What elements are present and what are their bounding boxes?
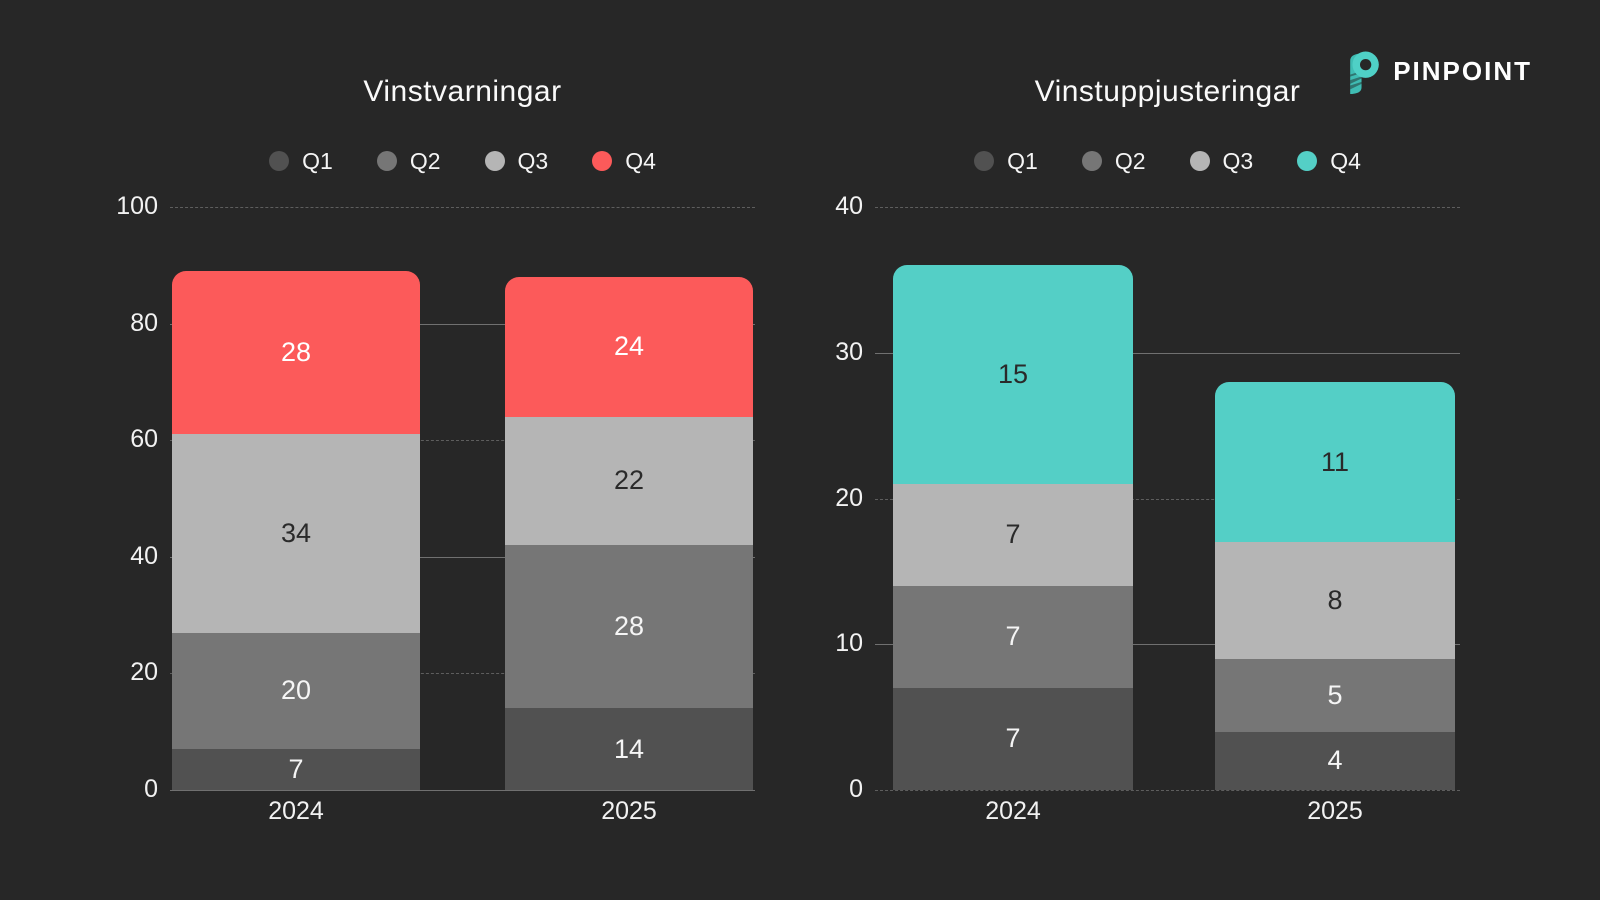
legend-dot (269, 151, 290, 171)
legend-item-q4: Q4 (592, 148, 656, 175)
segment-value-label: 24 (613, 331, 645, 362)
segment-value-label: 5 (1327, 679, 1343, 710)
segment-value-label: 15 (997, 359, 1029, 390)
bar-segment-q1: 7 (172, 749, 420, 790)
legend-dot (484, 151, 505, 171)
legend-dot (974, 151, 995, 171)
legend-item-q1: Q1 (974, 148, 1038, 175)
y-axis-tick: 20 (835, 483, 863, 512)
legend-item-q3: Q3 (1189, 147, 1254, 175)
legend-label: Q1 (302, 147, 333, 174)
bar-segment-q4: 15 (893, 265, 1133, 484)
legend-dot (376, 151, 397, 171)
gridline (875, 644, 1460, 646)
legend-item-q3: Q3 (484, 147, 549, 175)
segment-value-label: 7 (1005, 723, 1021, 754)
gridline (170, 790, 755, 791)
x-axis-label: 2024 (268, 797, 324, 825)
y-axis-tick: 40 (130, 541, 158, 570)
y-axis-tick: 20 (130, 658, 158, 687)
legend-item-q4: Q4 (1297, 148, 1361, 175)
stacked-bar-2024: 28 34 20 7 (172, 271, 420, 790)
legend-dot (1297, 151, 1318, 171)
legend-label: Q2 (409, 147, 441, 174)
legend-item-q2: Q2 (376, 147, 441, 175)
bar-segment-q2: 7 (893, 585, 1133, 688)
segment-value-label: 34 (280, 517, 312, 548)
bar-segment-q3: 34 (172, 434, 420, 633)
gridline (170, 440, 755, 442)
legend-dot (1081, 151, 1102, 171)
bar-segment-q4: 28 (172, 271, 420, 435)
segment-value-label: 7 (1005, 519, 1021, 550)
segment-value-label: 8 (1327, 585, 1343, 615)
legend-item-q1: Q1 (269, 148, 333, 175)
legend-item-q2: Q2 (1081, 147, 1146, 175)
segment-value-label: 20 (280, 675, 312, 706)
x-axis-label: 2025 (601, 797, 657, 825)
gridline (875, 352, 1460, 354)
gridline (170, 323, 755, 325)
legend-label: Q3 (517, 147, 549, 174)
y-axis-tick: 80 (130, 308, 158, 337)
gridline (875, 207, 1460, 208)
gridline (170, 207, 755, 208)
segment-value-label: 7 (288, 754, 304, 785)
stacked-bar-2025: 24 22 28 14 (505, 276, 753, 790)
bar-segment-q2: 5 (1215, 658, 1455, 732)
gridline (875, 498, 1460, 500)
chart-title: Vinstvarningar (363, 75, 562, 108)
chart-legend: Q1 Q2 Q3 Q4 (170, 147, 755, 175)
bar-segment-q1: 14 (505, 708, 753, 790)
gridline (170, 673, 755, 675)
segment-value-label: 28 (280, 337, 312, 368)
bar-segment-q3: 7 (893, 483, 1133, 586)
x-axis-label: 2024 (985, 797, 1041, 825)
segment-value-label: 22 (613, 465, 645, 496)
legend-label: Q1 (1007, 147, 1038, 174)
gridline (170, 556, 755, 558)
bar-segment-q3: 8 (1215, 542, 1455, 659)
legend-label: Q4 (625, 147, 656, 174)
legend-dot (1189, 151, 1210, 171)
legend-label: Q4 (1330, 147, 1361, 174)
bar-segment-q1: 7 (893, 687, 1133, 790)
bar-segment-q2: 20 (172, 632, 420, 750)
stacked-bar-2025: 11 8 5 4 (1215, 381, 1455, 790)
pinpoint-p-icon (1350, 51, 1380, 94)
segment-value-label: 14 (613, 733, 645, 764)
x-axis-label: 2025 (1307, 797, 1363, 825)
segment-value-label: 7 (1005, 621, 1021, 652)
bar-segment-q3: 22 (505, 416, 753, 546)
gridline (875, 790, 1460, 791)
y-axis-tick: 0 (849, 774, 863, 803)
y-axis-tick: 0 (144, 774, 158, 803)
chart-title: Vinstuppjusteringar (1034, 75, 1301, 108)
legend-label: Q3 (1222, 147, 1254, 174)
y-axis-tick: 30 (835, 337, 863, 366)
y-axis-tick: 40 (835, 191, 863, 220)
y-axis-tick: 60 (130, 425, 158, 454)
segment-value-label: 11 (1320, 446, 1350, 477)
y-axis-tick: 100 (116, 191, 158, 220)
bar-segment-q2: 28 (505, 545, 753, 709)
pinpoint-logo: PINPOINT (1342, 48, 1532, 94)
y-axis-tick: 10 (835, 629, 863, 658)
pinpoint-logo-text: PINPOINT (1393, 55, 1532, 86)
bar-segment-q4: 24 (505, 276, 753, 417)
segment-value-label: 4 (1327, 745, 1343, 776)
chart-legend: Q1 Q2 Q3 Q4 (875, 147, 1460, 175)
legend-label: Q2 (1114, 147, 1146, 174)
bar-segment-q4: 11 (1215, 381, 1455, 543)
bar-segment-q1: 4 (1215, 731, 1455, 790)
stacked-bar-2024: 15 7 7 7 (893, 265, 1133, 790)
legend-dot (592, 151, 613, 171)
segment-value-label: 28 (613, 611, 645, 642)
